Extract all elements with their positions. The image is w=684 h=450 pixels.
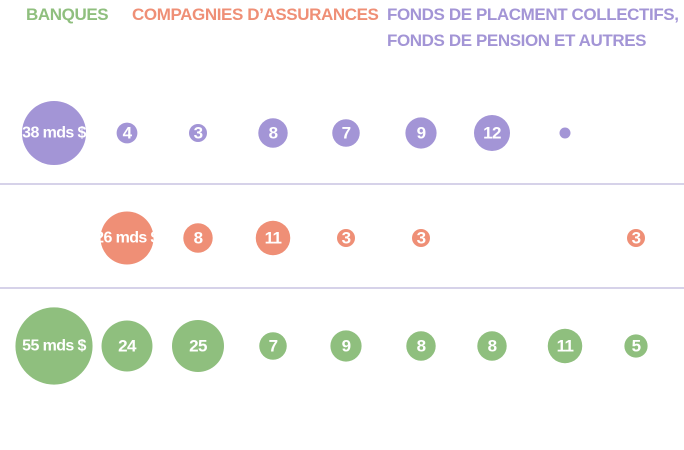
bubble-mark xyxy=(183,223,213,253)
legend-fonds-line1: FONDS DE PLACMENT COLLECTIFS, xyxy=(387,5,679,24)
bubble-mark xyxy=(332,119,360,147)
bubble-banques-7: 11 xyxy=(547,328,583,364)
bubble-mark xyxy=(473,114,511,152)
bubble-label: 3 xyxy=(632,229,641,248)
bubble-mark xyxy=(258,118,288,148)
bubble-assurances-4: 3 xyxy=(411,228,431,248)
bubble-fonds-1: 4 xyxy=(116,122,138,144)
bubble-banques-4: 9 xyxy=(330,330,362,362)
bubble-mark xyxy=(336,228,356,248)
bubble-fonds-0: 38 mds $ xyxy=(21,100,87,166)
bubble-label: 3 xyxy=(417,229,426,248)
bubble-mark xyxy=(406,331,436,361)
bubble-mark xyxy=(101,320,153,372)
bubble-mark xyxy=(559,127,571,139)
bubble-fonds-6: 12 xyxy=(473,114,511,152)
bubble-mark xyxy=(547,328,583,364)
bubble-mark xyxy=(15,307,93,385)
bubble-label: 26 mds $ xyxy=(95,230,159,247)
bubble-mark xyxy=(172,320,224,372)
legend-assurances: COMPAGNIES D’ASSURANCES xyxy=(132,5,379,24)
bubble-mark xyxy=(188,123,208,143)
bubble-mark xyxy=(405,117,437,149)
legend-banques: BANQUES xyxy=(26,5,109,24)
bubble-assurances-5: 3 xyxy=(626,228,646,248)
bubble-label: 24 xyxy=(118,337,137,356)
bubble-label: 8 xyxy=(488,337,497,356)
bubble-label: 11 xyxy=(265,229,282,248)
bubble-assurances-2: 11 xyxy=(255,220,291,256)
bubble-label: 8 xyxy=(194,229,203,248)
bubble-banques-6: 8 xyxy=(477,331,507,361)
bubble-banques-5: 8 xyxy=(406,331,436,361)
bubble-label: 3 xyxy=(194,124,203,143)
bubble-mark xyxy=(21,100,87,166)
bubble-fonds-7 xyxy=(559,127,571,139)
bubble-mark xyxy=(411,228,431,248)
bubble-label: 8 xyxy=(417,337,426,356)
bubble-mark xyxy=(330,330,362,362)
bubble-banques-0: 55 mds $ xyxy=(15,307,93,385)
bubble-fonds-4: 7 xyxy=(332,119,360,147)
bubble-label: 5 xyxy=(632,337,641,356)
bubble-label: 8 xyxy=(269,124,278,143)
bubble-label: 4 xyxy=(123,124,133,143)
bubble-mark xyxy=(477,331,507,361)
bubble-label: 38 mds $ xyxy=(22,125,86,142)
bubble-mark xyxy=(626,228,646,248)
bubble-label: 9 xyxy=(342,337,351,356)
bubble-mark xyxy=(116,122,138,144)
bubble-assurances-3: 3 xyxy=(336,228,356,248)
bubble-label: 12 xyxy=(483,124,501,143)
bubble-fonds-2: 3 xyxy=(188,123,208,143)
bubble-banques-8: 5 xyxy=(624,334,648,358)
bubble-mark xyxy=(100,211,154,265)
bubble-assurances-0: 26 mds $ xyxy=(95,211,160,265)
bubble-label: 25 xyxy=(189,337,207,356)
bubble-label: 3 xyxy=(342,229,351,248)
bubble-label: 11 xyxy=(557,337,574,356)
bubble-mark xyxy=(259,332,287,360)
bubble-mark xyxy=(624,334,648,358)
legend-fonds: FONDS DE PLACMENT COLLECTIFS, FONDS DE P… xyxy=(387,2,679,54)
bubble-fonds-3: 8 xyxy=(258,118,288,148)
bubble-label: 7 xyxy=(342,124,351,143)
bubble-label: 7 xyxy=(269,337,278,356)
bubble-banques-2: 25 xyxy=(172,320,224,372)
bubble-fonds-5: 9 xyxy=(405,117,437,149)
bubble-mark xyxy=(255,220,291,256)
bubble-label: 9 xyxy=(417,124,426,143)
legend-fonds-line2: FONDS DE PENSION ET AUTRES xyxy=(387,31,647,50)
bubble-banques-3: 7 xyxy=(259,332,287,360)
bubble-label: 55 mds $ xyxy=(22,338,86,355)
bubble-assurances-1: 8 xyxy=(183,223,213,253)
bubble-banques-1: 24 xyxy=(101,320,153,372)
